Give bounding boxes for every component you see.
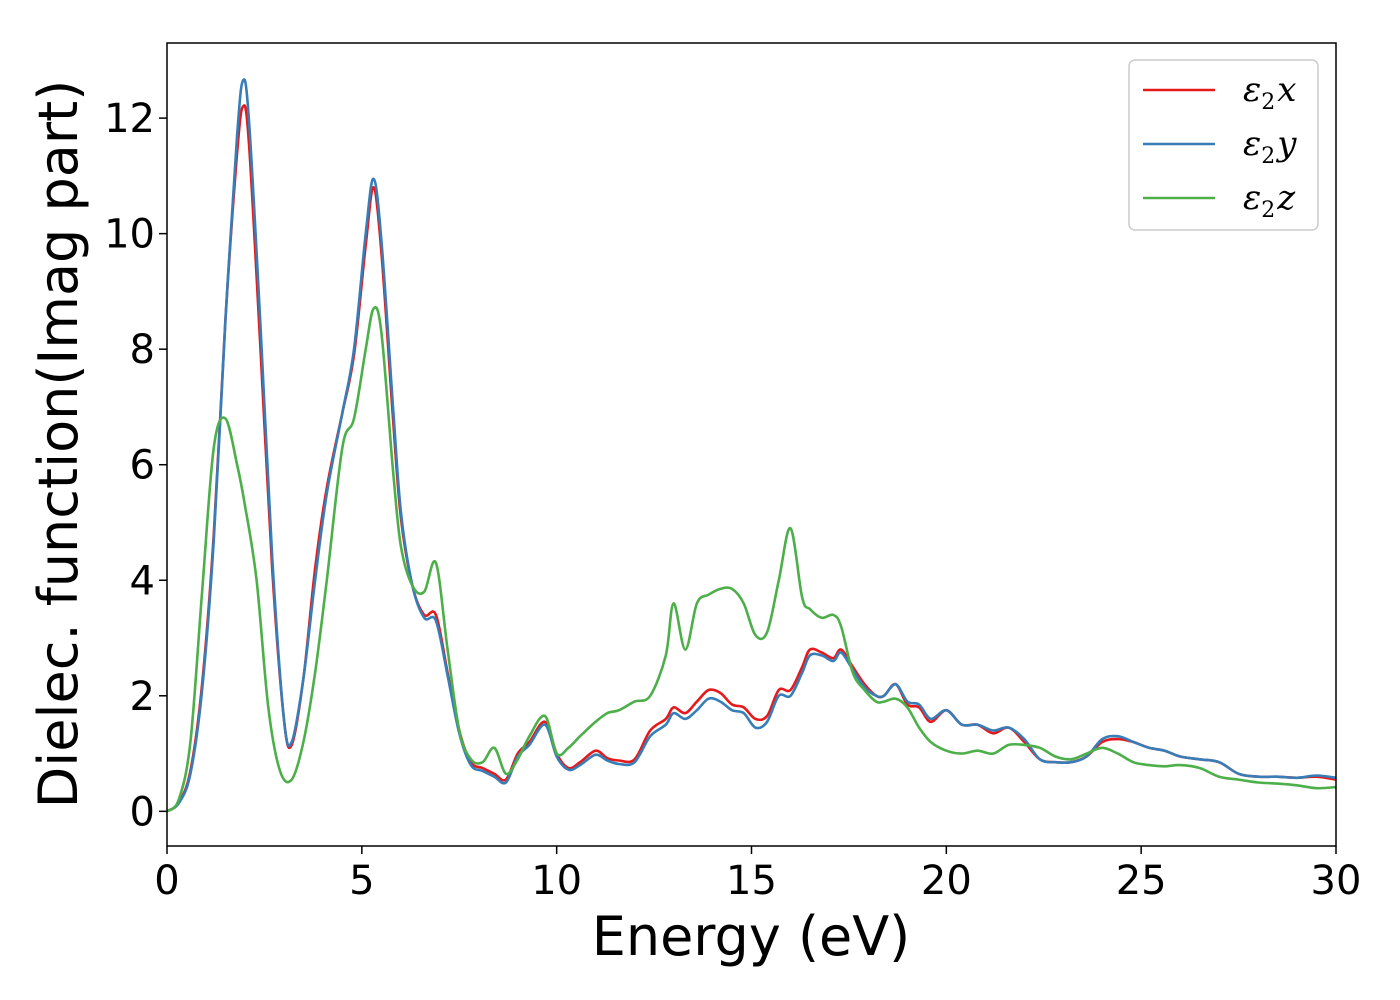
y-tick-label: 8 <box>130 327 155 373</box>
legend: ε2x ε2y ε2z <box>1128 59 1319 231</box>
series-layer <box>167 78 1336 813</box>
y-axis-label: Dielec. function(Imag part) <box>27 80 90 809</box>
x-tick-label: 25 <box>1116 858 1167 904</box>
y-tick-label: 2 <box>130 674 155 720</box>
series-line-y <box>167 78 1336 813</box>
series-line-z <box>167 306 1336 813</box>
x-tick-label: 20 <box>921 858 972 904</box>
legend-label-x: ε2x <box>1243 70 1296 115</box>
y-tick-label: 6 <box>130 443 155 489</box>
y-tick-label: 0 <box>130 789 155 835</box>
x-tick-label: 0 <box>154 858 179 904</box>
y-tick-label: 10 <box>104 212 155 258</box>
x-tick-label: 5 <box>349 858 374 904</box>
y-tick-label: 12 <box>104 96 155 142</box>
legend-box <box>1128 59 1319 231</box>
ticks-layer: 0 5 10 15 20 25 30 0 2 4 6 8 10 12 <box>104 96 1361 904</box>
x-tick-label: 10 <box>531 858 582 904</box>
legend-label-y: ε2y <box>1243 124 1297 169</box>
x-tick-label: 15 <box>726 858 777 904</box>
x-tick-label: 30 <box>1311 858 1362 904</box>
x-axis-label: Energy (eV) <box>592 905 911 968</box>
y-tick-label: 4 <box>130 558 155 604</box>
legend-label-z: ε2z <box>1243 178 1296 223</box>
